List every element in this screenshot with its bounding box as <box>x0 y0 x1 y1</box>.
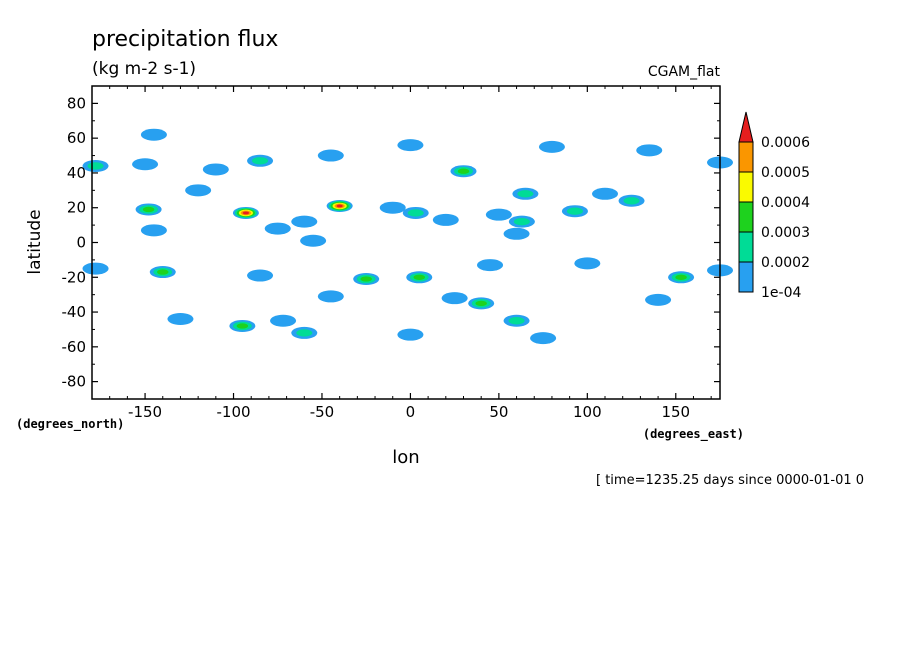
precip-cell-17-level-1 <box>87 162 104 170</box>
x-tick-label: -150 <box>128 403 162 421</box>
precip-cell-15-level-1 <box>517 190 534 198</box>
x-tick-label: 0 <box>406 403 416 421</box>
precip-cell-6-level-2 <box>142 206 155 213</box>
chart-title: precipitation flux <box>92 27 278 52</box>
x-tick-label: -50 <box>310 403 335 421</box>
y-tick-label: 20 <box>67 199 86 217</box>
precip-cell-0-level-5 <box>242 211 250 215</box>
y-axis-units: (degrees_north) <box>16 417 124 432</box>
precip-cell-5-level-2 <box>360 276 372 282</box>
y-tick-label: -40 <box>62 303 87 321</box>
y-tick-label: -80 <box>62 373 87 391</box>
precip-cell-46-level-0 <box>140 224 167 237</box>
x-tick-label: 150 <box>661 403 690 421</box>
colorbar-label: 0.0003 <box>761 225 810 241</box>
precip-cell-28-level-0 <box>574 257 601 270</box>
precip-cell-47-level-0 <box>379 201 406 214</box>
precip-cell-9-level-2 <box>236 323 249 329</box>
precip-cell-13-level-1 <box>623 197 640 205</box>
precip-cell-23-level-0 <box>132 158 159 171</box>
precip-cell-32-level-0 <box>441 292 468 305</box>
precip-cell-43-level-0 <box>247 269 274 282</box>
y-tick-label: -60 <box>62 338 87 356</box>
precip-cell-40-level-0 <box>202 163 229 176</box>
y-tick-label: 0 <box>76 234 86 252</box>
colorbar-box <box>738 141 754 173</box>
colorbar-label: 0.0004 <box>761 195 810 211</box>
y-tick-label: 40 <box>67 164 86 182</box>
dataset-label: CGAM_flat <box>648 64 721 80</box>
precip-cell-41-level-0 <box>140 128 167 141</box>
precip-cell-16-level-1 <box>407 209 424 217</box>
precip-cell-22-level-0 <box>636 144 663 157</box>
precip-cell-37-level-0 <box>264 222 291 235</box>
precip-cell-31-level-0 <box>317 290 344 303</box>
precip-cell-20-level-0 <box>397 139 424 152</box>
precipitation-cells <box>82 128 733 345</box>
colorbar-box <box>738 201 754 233</box>
precip-cell-4-level-2 <box>475 300 487 307</box>
precip-cell-19-level-0 <box>317 149 344 162</box>
precip-cell-1-level-5 <box>336 204 343 208</box>
y-tick-label: -20 <box>62 268 87 286</box>
precip-cell-8-level-2 <box>675 274 687 280</box>
chart-units: (kg m-2 s-1) <box>92 59 196 79</box>
x-tick-label: -100 <box>216 403 250 421</box>
precip-cell-7-level-2 <box>156 269 169 275</box>
precip-cell-26-level-0 <box>397 328 424 341</box>
colorbar-box <box>738 261 754 293</box>
precip-cell-38-level-0 <box>291 215 318 228</box>
colorbar-box <box>738 231 754 263</box>
colorbar-label: 0.0002 <box>761 255 810 271</box>
precip-cell-18-level-1 <box>513 217 530 226</box>
x-axis-units: (degrees_east) <box>643 427 744 442</box>
colorbar-label: 0.0005 <box>761 165 810 181</box>
time-footer: [ time=1235.25 days since 0000-01-01 0 <box>596 473 864 488</box>
x-axis-label: lon <box>392 447 419 468</box>
precip-cell-29-level-0 <box>645 293 672 306</box>
colorbar-extend-triangle <box>738 111 754 143</box>
precip-cell-33-level-0 <box>82 262 109 275</box>
precip-cell-44-level-0 <box>270 314 297 327</box>
colorbar-label: 1e-04 <box>761 285 801 301</box>
precip-cell-36-level-0 <box>432 213 459 226</box>
precip-cell-10-level-1 <box>252 157 269 165</box>
colorbar: 1e-04 0.0002 0.0003 0.0004 0.0005 0.0006 <box>738 111 810 301</box>
precip-cell-45-level-0 <box>592 187 619 200</box>
precip-cell-12-level-1 <box>296 329 313 337</box>
precip-cell-30-level-0 <box>167 313 194 326</box>
precip-cell-35-level-0 <box>485 208 512 221</box>
precip-cell-48-level-0 <box>503 227 530 240</box>
precip-cell-3-level-2 <box>457 168 470 174</box>
x-axis-ticks: -150 -100 -50 0 50 100 150 <box>109 86 712 421</box>
precip-cell-2-level-2 <box>413 274 426 280</box>
plot-area: -150 -100 -50 0 50 100 150 80 60 40 20 0 -20 -40 -60 -… <box>62 85 733 421</box>
y-tick-label: 60 <box>67 129 86 147</box>
plot-background <box>92 86 720 399</box>
precip-cell-25-level-0 <box>530 332 557 345</box>
precip-cell-11-level-1 <box>508 317 525 325</box>
precip-cell-14-level-1 <box>566 207 583 215</box>
y-axis-label: latitude <box>25 209 45 274</box>
precip-cell-27-level-0 <box>477 259 504 272</box>
y-axis-ticks: 80 60 40 20 0 -20 -40 -60 -80 <box>62 85 720 400</box>
x-tick-label: 50 <box>489 403 508 421</box>
precip-cell-39-level-0 <box>300 234 327 247</box>
precip-cell-21-level-0 <box>538 140 565 153</box>
y-tick-label: 80 <box>67 94 86 112</box>
colorbar-label: 0.0006 <box>761 135 810 151</box>
x-tick-label: 100 <box>573 403 602 421</box>
precip-cell-24-level-0 <box>185 184 212 197</box>
colorbar-box <box>738 171 754 203</box>
